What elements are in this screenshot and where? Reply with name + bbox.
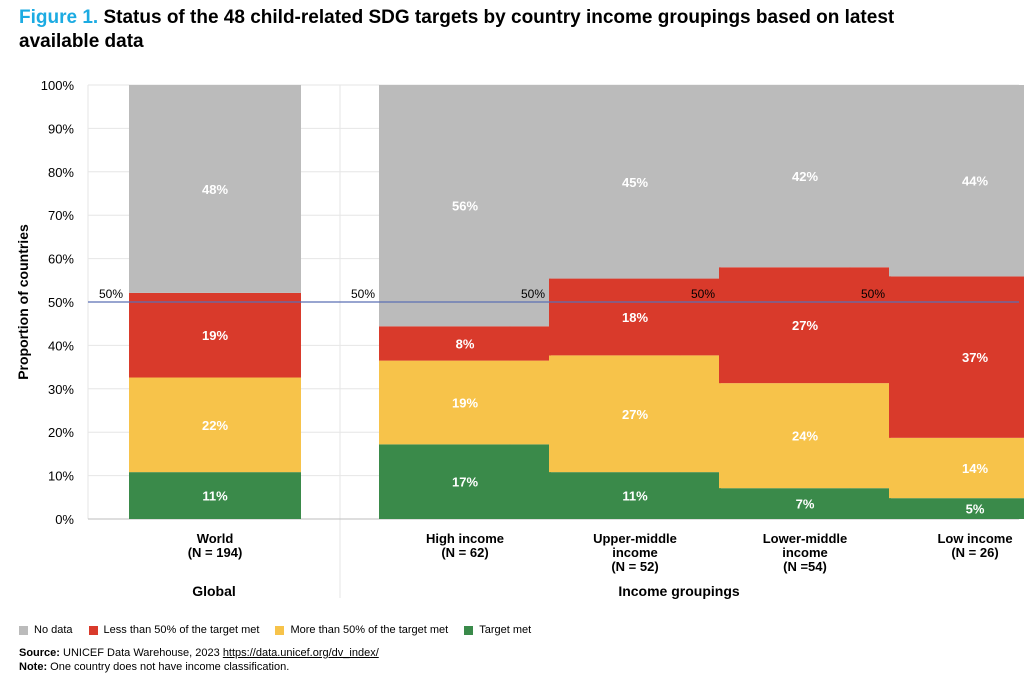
y-tick-label: 80% <box>48 165 74 180</box>
bar-segment-no-data <box>549 85 721 279</box>
bar-segment-target-met <box>379 444 551 519</box>
bar-segment-more-than-50-of-the-target-met <box>889 437 1024 499</box>
reference-line-label: 50% <box>99 287 123 301</box>
legend-item-target-met: Target met <box>464 624 531 636</box>
bar-segment-less-than-50-of-the-target-met <box>549 278 721 356</box>
bar-segment-target-met <box>889 498 1024 519</box>
x-tick-label: (N = 62) <box>441 545 488 560</box>
data-label: 18% <box>622 310 648 325</box>
y-tick-label: 40% <box>48 338 74 353</box>
data-label: 48% <box>202 182 228 197</box>
group-label: Income groupings <box>618 583 740 599</box>
x-tick-label: (N = 52) <box>611 559 658 574</box>
note-text: One country does not have income classif… <box>50 661 290 673</box>
legend-item-less-than-50: Less than 50% of the target met <box>88 624 260 636</box>
bar-segment-more-than-50-of-the-target-met <box>379 360 551 445</box>
data-label: 7% <box>796 497 815 512</box>
x-tick-label: Low income <box>937 531 1012 546</box>
legend-item-more-than-50: More than 50% of the target met <box>275 624 448 636</box>
legend-swatch-no-data <box>19 625 28 635</box>
reference-line-label: 50% <box>691 287 715 301</box>
x-tick-label: income <box>782 545 828 560</box>
y-tick-label: 70% <box>48 208 74 223</box>
x-tick-label: (N = 26) <box>951 545 998 560</box>
data-label: 8% <box>456 336 475 351</box>
legend-label-no-data: No data <box>34 624 73 636</box>
source-text: UNICEF Data Warehouse, 2023 <box>63 647 220 659</box>
figure-label: Figure 1. <box>19 7 99 28</box>
data-label: 11% <box>202 489 228 504</box>
reference-line-label: 50% <box>521 287 545 301</box>
legend-swatch-less-than-50 <box>88 625 98 635</box>
figure-title: Figure 1. Status of the 48 child-related… <box>19 6 979 54</box>
data-label: 14% <box>962 461 988 476</box>
legend-item-no-data: No data <box>19 624 73 636</box>
legend: No data Less than 50% of the target met … <box>19 624 547 636</box>
bar-segment-no-data <box>129 85 301 293</box>
bar-segment-no-data <box>719 85 891 268</box>
data-label: 17% <box>452 475 478 490</box>
data-label: 19% <box>452 395 478 410</box>
figure-title-text: Status of the 48 child-related SDG targe… <box>19 7 895 52</box>
y-axis-label: Proportion of countries <box>15 224 31 380</box>
bar-segment-target-met <box>719 488 891 519</box>
data-label: 5% <box>966 502 985 517</box>
bar-segment-less-than-50-of-the-target-met <box>379 326 551 361</box>
legend-label-target-met: Target met <box>479 624 532 636</box>
y-tick-label: 20% <box>48 425 74 440</box>
y-tick-label: 50% <box>48 295 74 310</box>
bar-segment-more-than-50-of-the-target-met <box>129 377 301 473</box>
group-label: Global <box>192 583 236 599</box>
reference-line-label: 50% <box>861 287 885 301</box>
data-label: 27% <box>622 407 648 422</box>
bar-segment-target-met <box>129 472 301 519</box>
legend-swatch-more-than-50 <box>275 625 285 635</box>
data-label: 19% <box>202 328 228 343</box>
data-label: 45% <box>622 175 648 190</box>
source-link[interactable]: https://data.unicef.org/dv_index/ <box>222 647 379 659</box>
x-tick-label: Lower-middle <box>763 531 848 546</box>
data-label: 11% <box>622 489 648 504</box>
x-tick-label: income <box>612 545 658 560</box>
bar-segment-less-than-50-of-the-target-met <box>889 276 1024 438</box>
bar-segment-less-than-50-of-the-target-met <box>719 267 891 384</box>
note-label: Note: <box>19 661 48 673</box>
y-tick-label: 0% <box>55 512 74 527</box>
stacked-bar-chart: 0% 10% 20% 30% 40% 50% 60% 70% 80% 90% 100% Proport… <box>15 78 1024 599</box>
note-line: Note: One country does not have income c… <box>19 660 379 674</box>
legend-swatch-target-met <box>464 625 474 635</box>
legend-label-less-than-50: Less than 50% of the target met <box>103 624 260 636</box>
y-tick-label: 60% <box>48 252 74 267</box>
notes: Source: UNICEF Data Warehouse, 2023 http… <box>19 646 379 674</box>
x-tick-label: (N =54) <box>783 559 827 574</box>
y-tick-label: 10% <box>48 469 74 484</box>
data-label: 22% <box>202 418 228 433</box>
bar-segment-no-data <box>889 85 1024 277</box>
x-tick-label: World <box>197 531 234 546</box>
source-label: Source: <box>19 647 60 659</box>
bar-segment-no-data <box>379 85 551 327</box>
y-tick-label: 90% <box>48 121 74 136</box>
y-tick-label: 100% <box>41 78 75 93</box>
source-line: Source: UNICEF Data Warehouse, 2023 http… <box>19 646 379 660</box>
x-tick-label: (N = 194) <box>188 545 243 560</box>
data-label: 24% <box>792 429 818 444</box>
bar-segment-more-than-50-of-the-target-met <box>719 383 891 489</box>
bar-segment-target-met <box>549 472 721 519</box>
data-label: 44% <box>962 174 988 189</box>
data-label: 37% <box>962 350 988 365</box>
bar-segment-more-than-50-of-the-target-met <box>549 355 721 473</box>
data-label: 27% <box>792 318 818 333</box>
data-label: 42% <box>792 169 818 184</box>
legend-label-more-than-50: More than 50% of the target met <box>290 624 449 636</box>
reference-line-label: 50% <box>351 287 375 301</box>
data-label: 56% <box>452 199 478 214</box>
bar-segment-less-than-50-of-the-target-met <box>129 292 301 378</box>
x-tick-label: High income <box>426 531 504 546</box>
x-tick-label: Upper-middle <box>593 531 677 546</box>
y-tick-label: 30% <box>48 382 74 397</box>
